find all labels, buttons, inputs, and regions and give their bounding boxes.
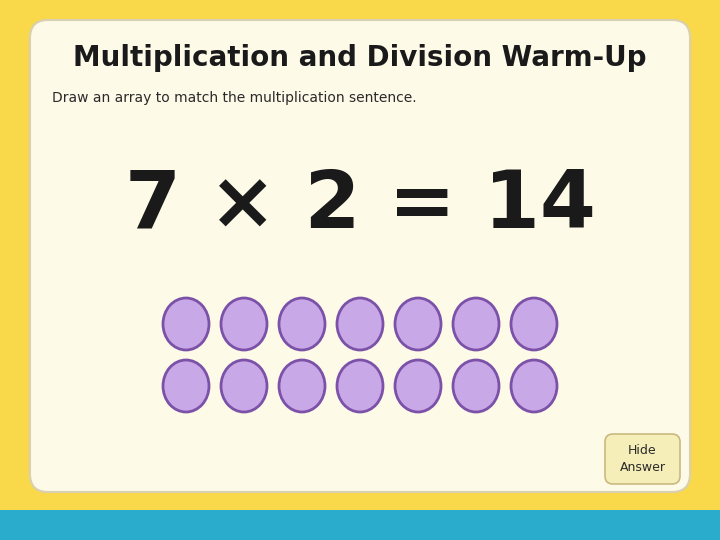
Text: 7 × 2 = 14: 7 × 2 = 14 xyxy=(125,166,595,244)
Ellipse shape xyxy=(337,360,383,412)
Ellipse shape xyxy=(221,360,267,412)
Ellipse shape xyxy=(453,298,499,350)
Ellipse shape xyxy=(395,298,441,350)
Text: Draw an array to match the multiplication sentence.: Draw an array to match the multiplicatio… xyxy=(52,91,417,105)
Ellipse shape xyxy=(511,298,557,350)
FancyBboxPatch shape xyxy=(30,20,690,492)
Ellipse shape xyxy=(453,360,499,412)
Text: Hide
Answer: Hide Answer xyxy=(619,444,665,474)
Ellipse shape xyxy=(221,298,267,350)
Ellipse shape xyxy=(511,360,557,412)
Ellipse shape xyxy=(337,298,383,350)
Ellipse shape xyxy=(279,298,325,350)
Text: Multiplication and Division Warm-Up: Multiplication and Division Warm-Up xyxy=(73,44,647,72)
Ellipse shape xyxy=(395,360,441,412)
Ellipse shape xyxy=(163,298,209,350)
Ellipse shape xyxy=(163,360,209,412)
FancyBboxPatch shape xyxy=(0,510,720,540)
Ellipse shape xyxy=(279,360,325,412)
FancyBboxPatch shape xyxy=(605,434,680,484)
